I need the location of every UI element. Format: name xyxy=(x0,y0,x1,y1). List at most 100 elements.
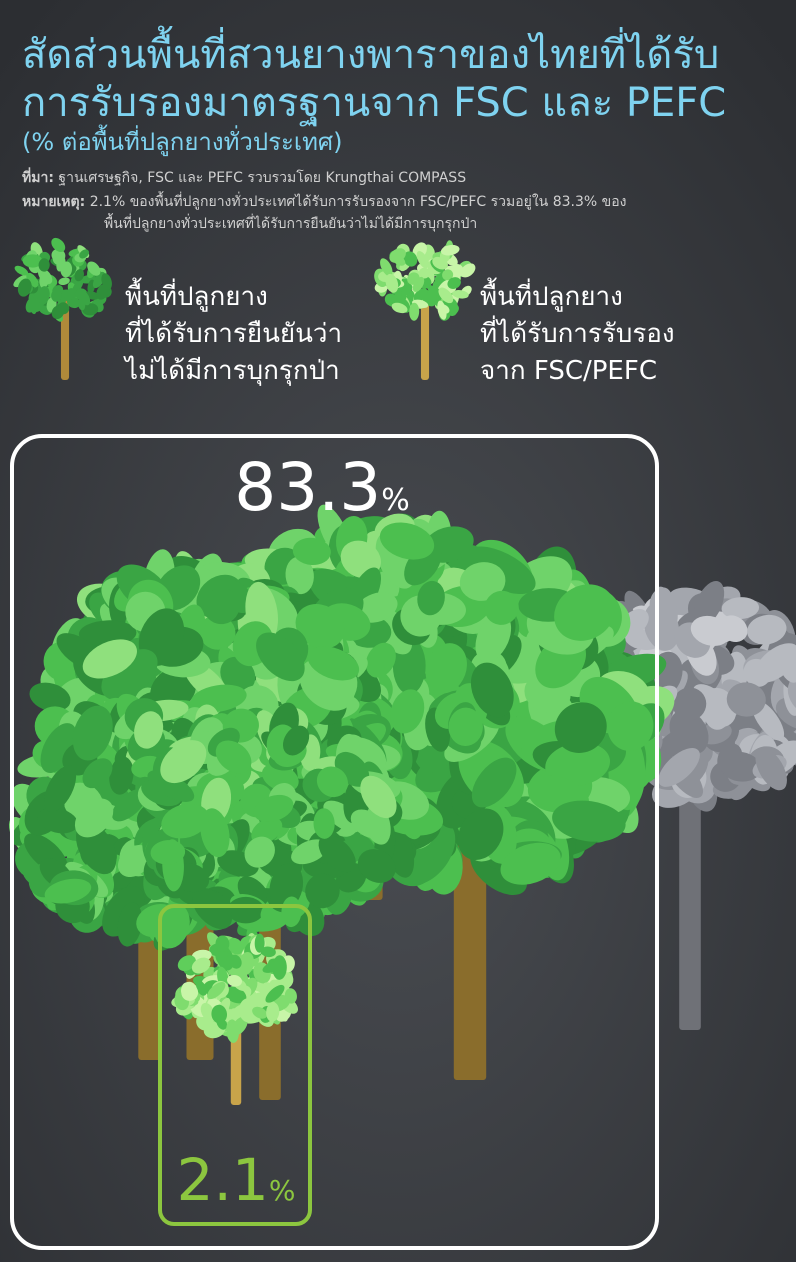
leaf xyxy=(191,957,211,974)
leaf xyxy=(177,955,196,972)
leaf xyxy=(282,725,310,756)
leaf xyxy=(384,293,397,306)
leaf xyxy=(44,765,77,813)
leaf xyxy=(147,770,195,802)
legend-text: ที่ได้รับการรับรอง xyxy=(480,315,675,349)
leaf xyxy=(72,705,113,761)
leaf xyxy=(226,1019,239,1043)
leaf xyxy=(51,237,66,253)
leaf xyxy=(607,701,654,751)
leaf xyxy=(74,798,114,838)
leaf xyxy=(150,840,186,865)
leaf xyxy=(438,304,450,314)
leaf xyxy=(755,747,787,791)
leaf xyxy=(82,758,113,789)
certified-box xyxy=(158,904,312,1226)
leaf xyxy=(385,273,399,293)
leaf xyxy=(360,775,397,819)
leaf xyxy=(726,682,766,717)
leaf xyxy=(554,584,616,641)
leaf xyxy=(704,700,731,730)
leaf xyxy=(292,537,331,565)
source-text: ฐานเศรษฐกิจ, FSC และ PEFC รวบรวมโดย Krun… xyxy=(58,169,466,186)
leaf xyxy=(195,980,207,996)
note: หมายเหตุ: 2.1% ของพื้นที่ปลูกยางทั่วประเ… xyxy=(22,191,626,210)
leaf xyxy=(74,269,85,282)
leaf xyxy=(470,662,514,718)
leaf xyxy=(316,766,348,798)
leaf xyxy=(253,794,294,822)
figure-unit: % xyxy=(381,483,410,518)
leaf xyxy=(229,954,242,969)
leaf xyxy=(459,562,506,601)
leaf xyxy=(117,902,143,947)
leaf xyxy=(87,261,101,276)
tree xyxy=(374,240,476,380)
leaf xyxy=(244,836,275,868)
leaf xyxy=(64,288,75,302)
leaf xyxy=(552,800,626,842)
leaf xyxy=(26,272,39,288)
leaf xyxy=(307,646,360,681)
legend-text: ไม่ได้มีการบุกรุกป่า xyxy=(123,355,340,386)
leaf xyxy=(500,842,561,885)
title-line: สัดส่วนพื้นที่สวนยางพาราของไทยที่ได้รับ xyxy=(22,25,719,78)
leaf xyxy=(224,986,247,1004)
leaf xyxy=(447,277,461,289)
leaf xyxy=(721,597,760,620)
leaf xyxy=(658,747,700,787)
leaf xyxy=(211,1004,228,1024)
leaf xyxy=(58,277,70,286)
total-box xyxy=(10,434,659,1250)
trunk xyxy=(420,300,430,380)
leaf xyxy=(37,286,50,305)
leaf xyxy=(203,587,240,625)
leaf xyxy=(365,642,396,678)
leaf xyxy=(452,290,469,299)
leaf xyxy=(295,604,345,649)
leaf xyxy=(669,709,709,755)
leaf xyxy=(285,556,314,595)
leaf xyxy=(545,742,611,787)
leaf xyxy=(207,982,226,1000)
leaf xyxy=(357,849,396,883)
leaf xyxy=(101,273,112,290)
note-text: พื้นที่ปลูกยางทั่วประเทศที่ได้รับการยืนย… xyxy=(104,213,477,232)
leaf xyxy=(44,878,92,904)
leaf xyxy=(237,952,255,976)
leaf xyxy=(717,743,743,773)
leaf xyxy=(227,896,265,924)
leaf xyxy=(215,740,252,774)
leaf xyxy=(182,982,197,993)
leaf xyxy=(401,284,413,297)
source-label: ที่มา: xyxy=(22,167,54,186)
leaf xyxy=(754,643,796,683)
leaf xyxy=(305,873,340,909)
leaf xyxy=(227,937,244,955)
leaf xyxy=(51,289,62,302)
leaf xyxy=(215,935,230,953)
leaf xyxy=(262,961,283,973)
tree xyxy=(171,927,299,1105)
legend-text: พื้นที่ปลูกยาง xyxy=(480,277,623,312)
leaf xyxy=(29,682,71,712)
note-label: หมายเหตุ: xyxy=(22,194,85,210)
leaf xyxy=(323,800,362,833)
leaf xyxy=(14,265,29,276)
leaf xyxy=(199,615,236,650)
trunk xyxy=(60,300,70,380)
leaf xyxy=(409,302,420,321)
tree xyxy=(135,702,403,1100)
leaf xyxy=(425,643,467,694)
leaf xyxy=(60,261,73,278)
leaf xyxy=(694,581,725,627)
leaf xyxy=(747,614,787,645)
trunk xyxy=(679,760,701,1030)
leaf xyxy=(391,254,406,266)
title-line: การรับรองมาตรฐานจาก FSC และ PEFC xyxy=(22,80,726,127)
leaf xyxy=(256,632,305,682)
leaf xyxy=(52,253,65,266)
leaf xyxy=(380,258,393,277)
leaf xyxy=(313,808,335,839)
figure: 2.1% xyxy=(177,1146,296,1214)
